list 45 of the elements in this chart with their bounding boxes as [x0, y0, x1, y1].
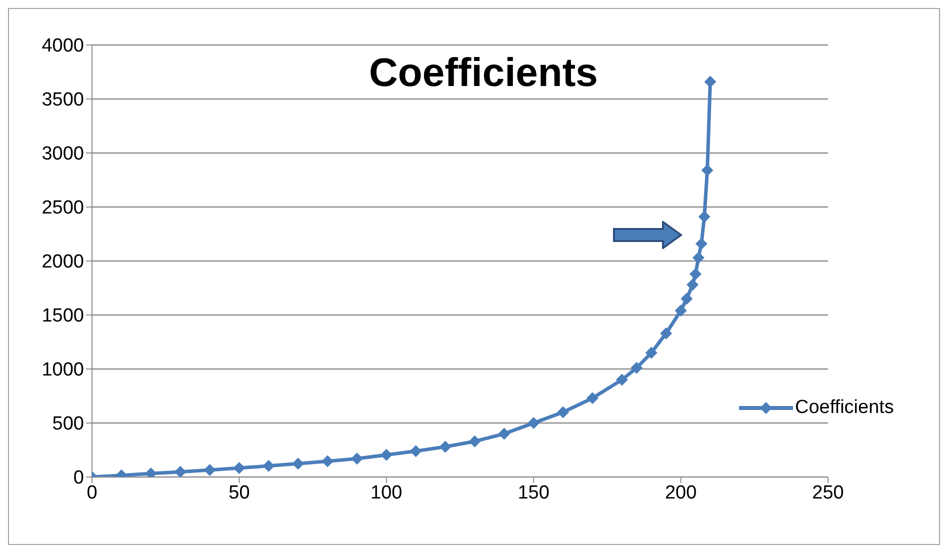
x-tick-label: 150 — [518, 482, 550, 504]
point — [645, 346, 658, 359]
point — [692, 252, 704, 264]
x-tick-label: 0 — [86, 482, 98, 504]
point — [680, 292, 693, 305]
point — [174, 466, 186, 477]
y-tick-label: 3500 — [42, 90, 84, 111]
point — [674, 304, 687, 317]
x-tick-label: 200 — [664, 482, 697, 504]
y-tick-label: 3000 — [42, 144, 84, 165]
legend-label: Coefficients — [795, 397, 894, 419]
point — [695, 238, 708, 250]
y-tick-label: 1000 — [42, 360, 84, 381]
point — [616, 374, 628, 386]
y-tick-label: 500 — [52, 414, 84, 435]
point — [557, 406, 570, 418]
point — [704, 76, 716, 88]
point — [690, 268, 702, 280]
point — [233, 462, 246, 474]
point — [498, 428, 510, 440]
x-tick-label: 100 — [370, 482, 402, 504]
y-tick-label: 2000 — [42, 252, 84, 273]
x-tick-label: 50 — [228, 482, 250, 504]
y-tick-label: 4000 — [42, 36, 84, 57]
y-tick-label: 1500 — [42, 306, 84, 327]
point — [322, 455, 334, 468]
chart-title: Coefficients — [369, 51, 598, 96]
point — [701, 164, 714, 176]
point — [380, 448, 392, 461]
point — [630, 362, 643, 374]
y-tick-label: 0 — [73, 468, 84, 489]
point — [586, 392, 598, 404]
point — [410, 445, 422, 458]
point — [528, 417, 540, 429]
point — [292, 458, 304, 470]
point — [204, 464, 216, 476]
y-tick-label: 2500 — [42, 198, 84, 219]
point — [262, 460, 275, 472]
point — [698, 210, 710, 223]
point — [439, 440, 452, 453]
x-tick-label: 250 — [812, 482, 844, 504]
point — [660, 327, 672, 340]
point — [350, 452, 363, 465]
point — [686, 278, 699, 291]
point — [468, 435, 481, 448]
